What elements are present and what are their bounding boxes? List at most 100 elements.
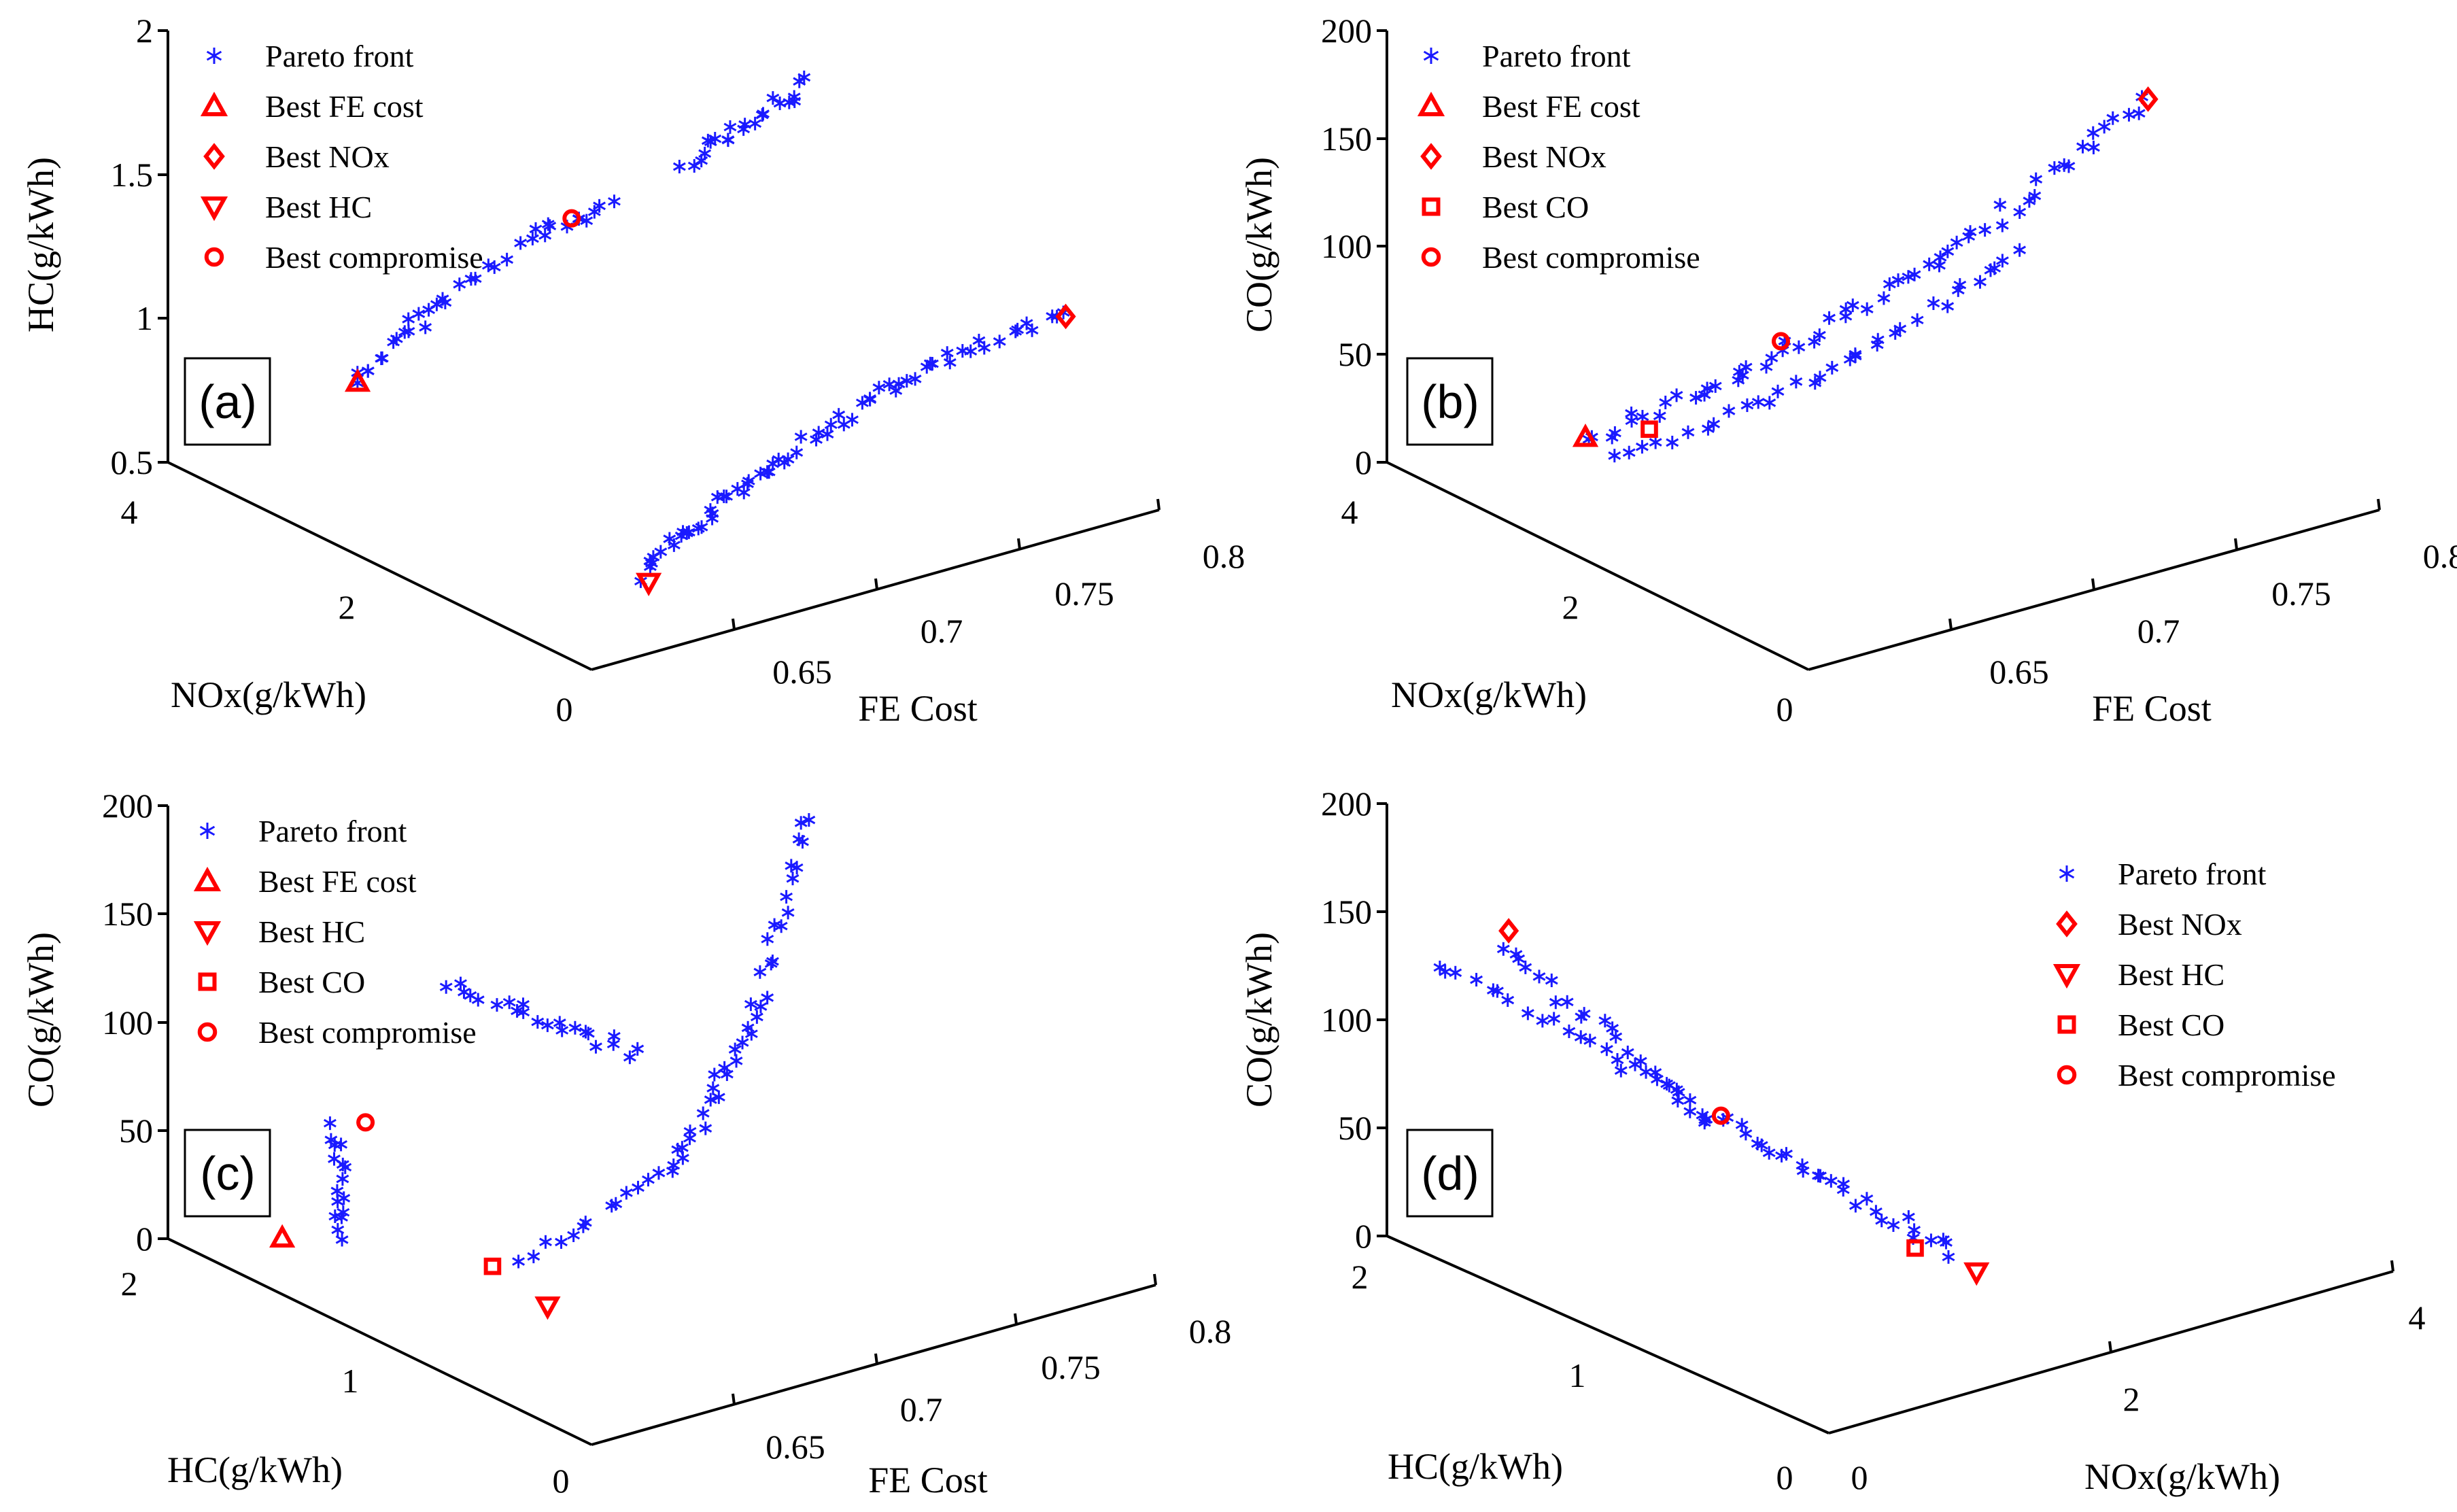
pareto-point	[453, 277, 466, 292]
pareto-point	[706, 1081, 720, 1095]
pareto-point	[908, 372, 922, 386]
panel-c-legend: Pareto front Best FE cost Best HC Best CO Be…	[193, 814, 477, 1050]
panel-b-x-tick: 0.7	[2137, 612, 2180, 650]
pareto-point	[1020, 316, 1033, 330]
pareto-point	[1849, 347, 1862, 362]
panel-a-x-tick: 0.75	[1054, 574, 1114, 613]
panel-c-zlabel: CO(g/kWh)	[20, 932, 61, 1107]
pareto-point	[1893, 322, 1907, 336]
pareto-point	[741, 1020, 755, 1035]
panel-c-z-tick: 50	[119, 1112, 153, 1150]
panel-b-z-tick: 150	[1321, 120, 1372, 158]
legend-marker-diamond	[1420, 143, 1442, 170]
pareto-point	[1849, 1199, 1862, 1213]
pareto-point	[439, 295, 452, 309]
panel-c-x-tick: 0.65	[766, 1428, 825, 1466]
pareto-point	[2048, 161, 2061, 175]
pareto-point	[744, 1027, 758, 1041]
legend-marker-circle	[204, 247, 224, 267]
pareto-point	[500, 252, 514, 267]
pareto-point	[580, 213, 594, 228]
panel-c-z-tick: 100	[102, 1003, 153, 1042]
pareto-point	[654, 545, 668, 559]
pareto-point	[863, 392, 877, 407]
pareto-point	[1836, 1182, 1850, 1197]
panel-d: 200 150 100 50 0 2 1 0 0 2 4 NOx(g/kWh) …	[1239, 785, 2426, 1497]
panel-c-xlabel: FE Cost	[868, 1460, 988, 1500]
pareto-point	[1621, 1046, 1634, 1060]
pareto-point	[753, 965, 767, 979]
best-point-best-hc	[534, 1296, 561, 1320]
pareto-point	[837, 417, 850, 432]
pareto-point	[568, 1020, 582, 1035]
pareto-point	[667, 1158, 681, 1173]
pareto-point	[718, 1061, 732, 1075]
pareto-point	[704, 1093, 717, 1107]
panel-a-y-tick: 0	[556, 690, 573, 728]
pareto-point	[2132, 106, 2146, 120]
legend-label: Best NOx	[265, 139, 390, 174]
pareto-point	[766, 457, 780, 471]
pareto-point	[512, 1254, 526, 1269]
pareto-point	[2029, 172, 2043, 186]
pareto-point	[2097, 120, 2111, 134]
pareto-point	[581, 1027, 595, 1041]
pareto-point	[1908, 267, 1921, 281]
pareto-point	[1635, 440, 1649, 454]
legend-marker-triangle-down	[200, 196, 228, 222]
pareto-point	[1608, 449, 1621, 463]
panel-c: 200 150 100 50 0 2 1 0 0.65 0.7 0.75 0.8…	[20, 787, 1231, 1500]
panel-a-y-axis	[167, 461, 592, 671]
panel-a-tag-box	[184, 357, 271, 446]
pareto-point	[1846, 298, 1859, 313]
pareto-point	[1792, 340, 1806, 354]
legend-label: Best HC	[258, 914, 365, 949]
legend-marker-circle	[197, 1022, 218, 1042]
pareto-point	[490, 998, 504, 1012]
panel-c-z-tick: 200	[102, 787, 153, 825]
pareto-point	[802, 813, 816, 827]
panel-d-z-tick: 200	[1321, 785, 1372, 823]
pareto-point	[750, 1010, 763, 1024]
pareto-point	[696, 1106, 710, 1120]
best-point-best-hc	[636, 572, 662, 596]
panel-d-ylabel: HC(g/kWh)	[1388, 1446, 1563, 1487]
pareto-point	[1871, 332, 1885, 347]
pareto-point	[1995, 218, 2009, 233]
pareto-point	[1562, 1024, 1576, 1038]
pareto-point	[1025, 323, 1039, 337]
pareto-point	[729, 1054, 743, 1068]
pareto-point	[1780, 1147, 1793, 1161]
panel-c-x-tick: 0.7	[900, 1390, 943, 1428]
pareto-point	[766, 955, 779, 969]
best-point-best-fe-cost	[1572, 424, 1599, 447]
pareto-point	[1698, 1116, 1711, 1130]
pareto-point	[1808, 334, 1821, 349]
pareto-point	[468, 271, 482, 286]
pareto-point	[1763, 396, 1776, 410]
legend-marker-diamond	[2056, 910, 2078, 938]
pareto-point	[1953, 278, 1967, 292]
legend-label: Best FE cost	[1482, 89, 1640, 124]
pareto-point	[1942, 1250, 1955, 1264]
pareto-point	[1927, 296, 1940, 310]
panel-d-zlabel: CO(g/kWh)	[1239, 932, 1279, 1107]
panel-d-x-tick: 4	[2409, 1299, 2426, 1337]
panel-d-x-tick: 2	[2123, 1380, 2140, 1418]
pareto-point	[787, 90, 801, 104]
pareto-point	[786, 872, 800, 886]
panel-c-y-axis	[167, 1237, 592, 1446]
legend-label: Pareto front	[1482, 39, 1631, 73]
pareto-point	[454, 976, 467, 991]
panel-a-x-axis	[591, 509, 1160, 671]
pareto-point	[785, 859, 798, 873]
pareto-point	[663, 532, 676, 546]
pareto-point	[1671, 1093, 1685, 1107]
panel-b-z-tick: 100	[1321, 227, 1372, 265]
panel-a-z-tick: 1.5	[111, 156, 154, 194]
pareto-point	[1649, 435, 1662, 449]
panel-b-tag-box	[1406, 357, 1494, 446]
legend-marker-square	[2057, 1015, 2076, 1034]
legend-marker-triangle-up	[193, 866, 222, 891]
pareto-point	[797, 70, 811, 84]
